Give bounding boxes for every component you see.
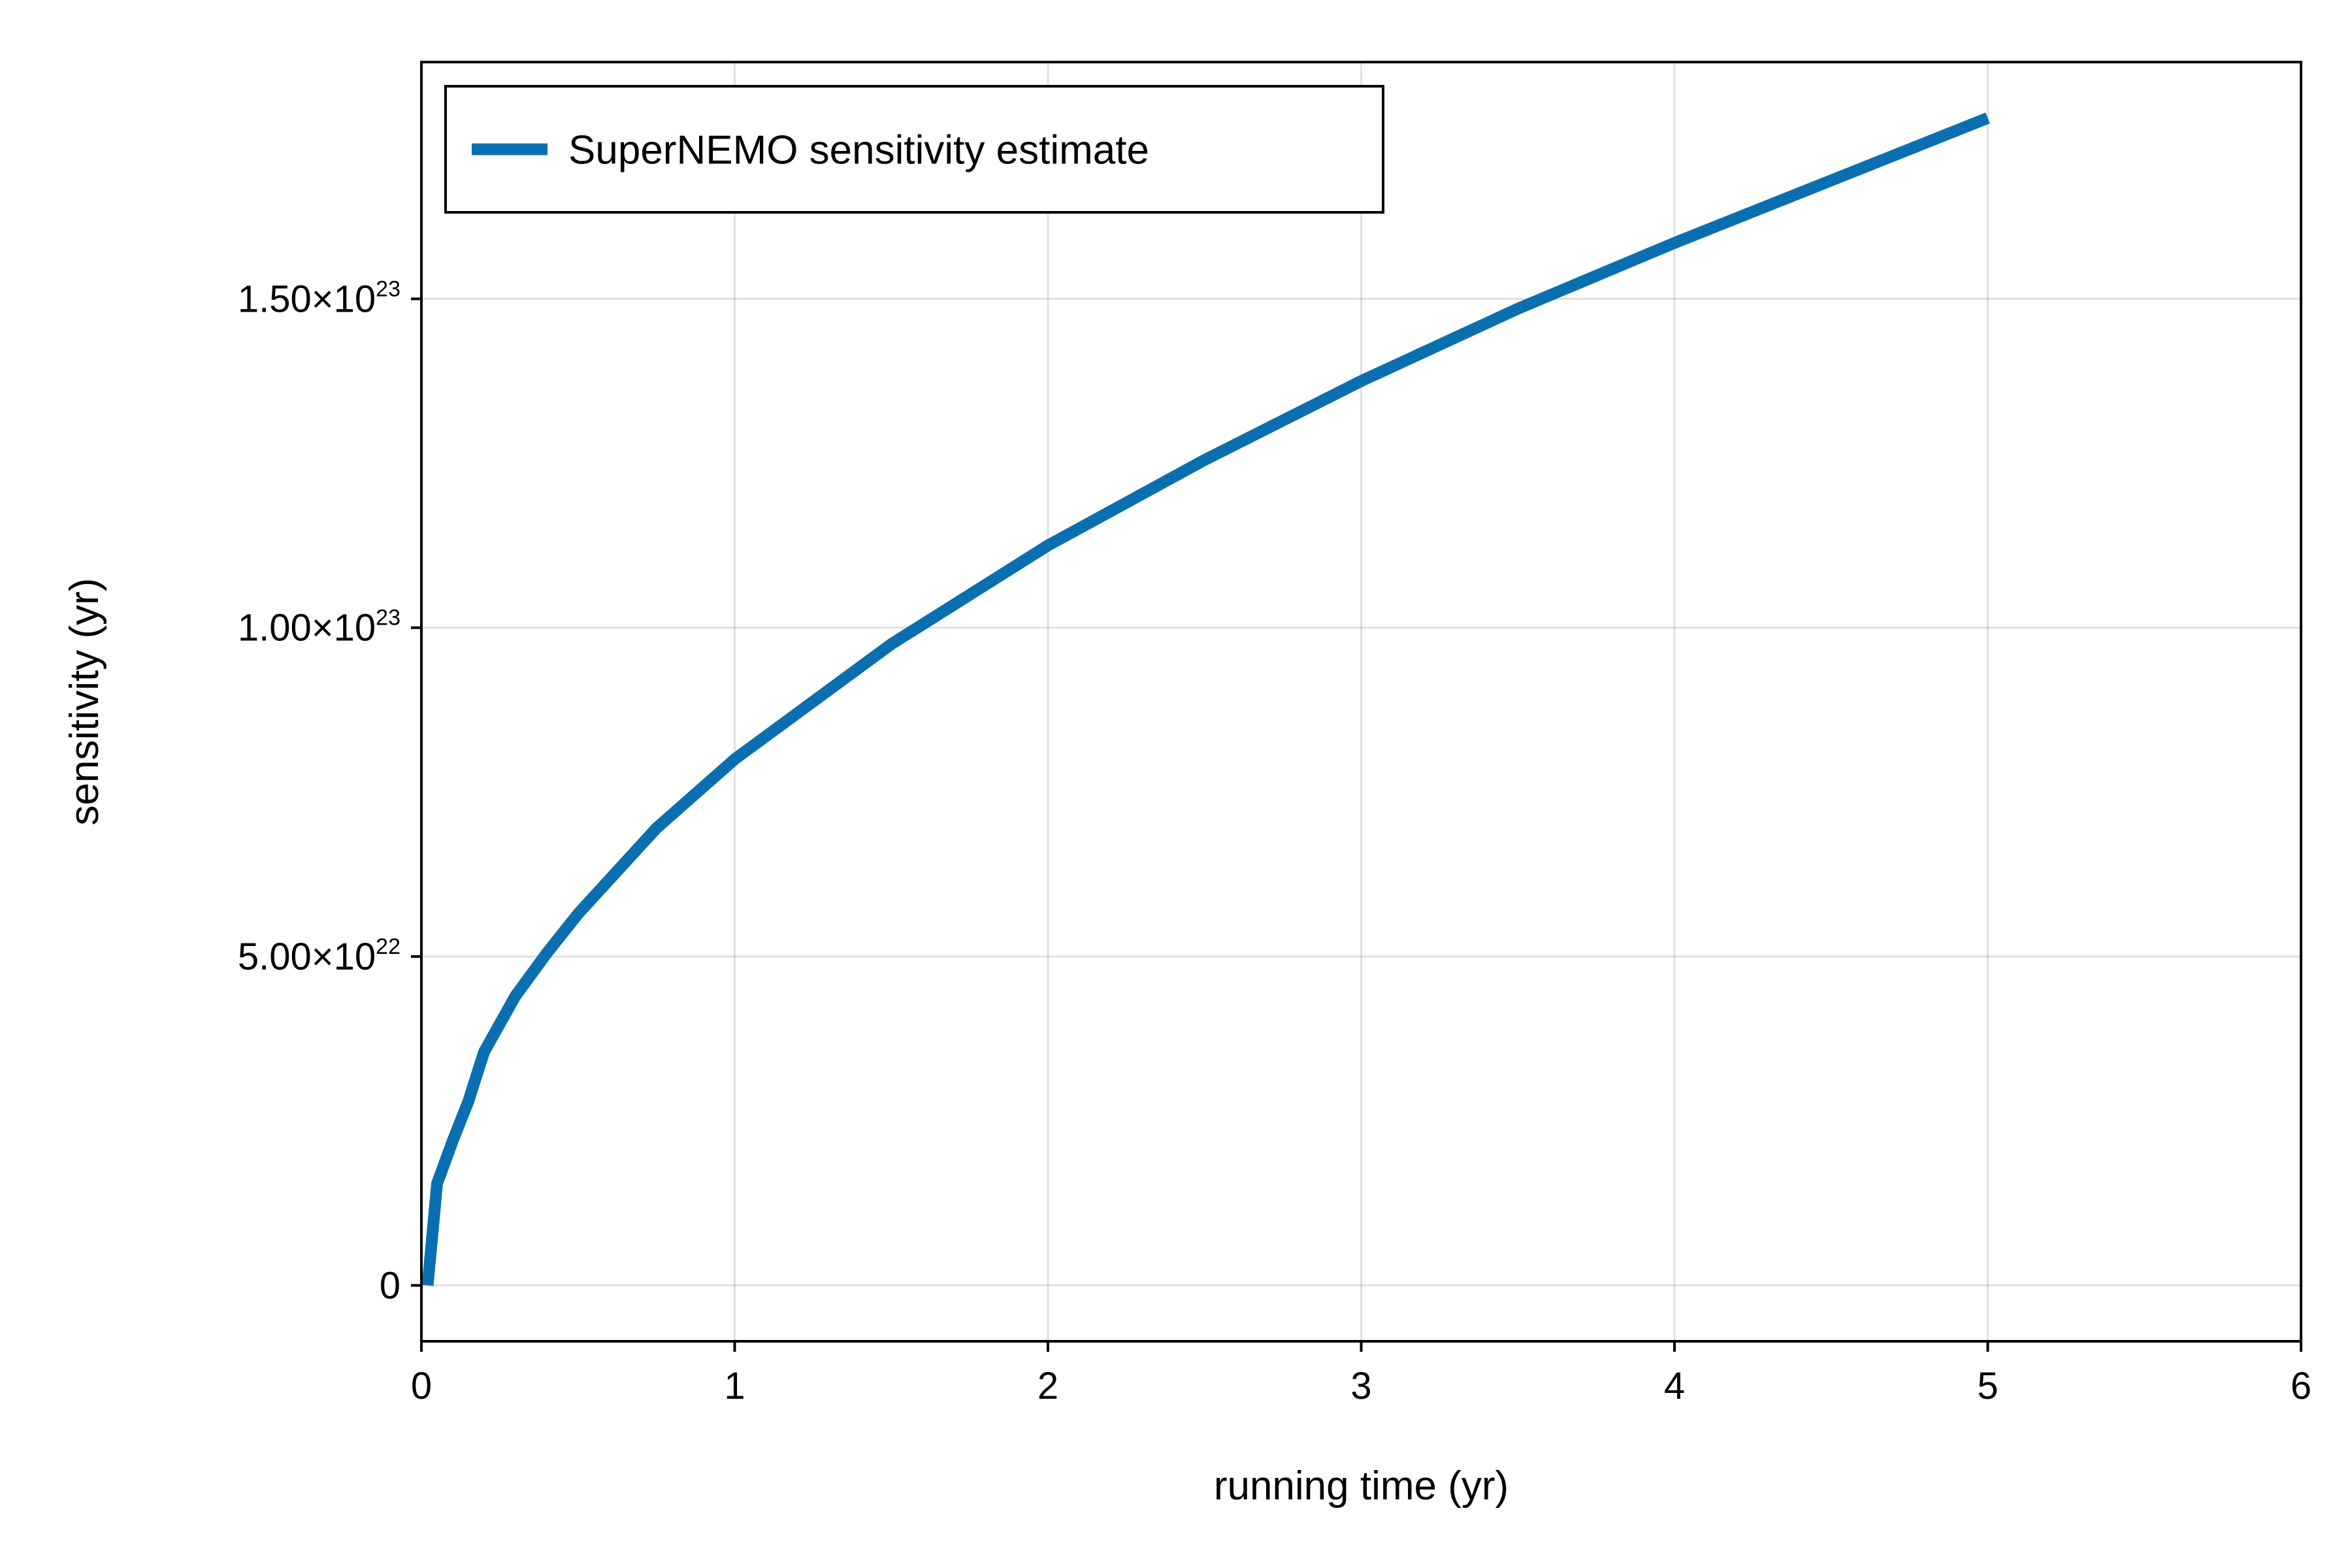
series-layer: [421, 112, 1990, 1286]
x-axis-label: running time (yr): [1214, 1463, 1509, 1509]
legend-label: SuperNEMO sensitivity estimate: [568, 128, 1149, 173]
x-tick-label: 1: [724, 1365, 745, 1407]
y-axis-label: sensitivity (yr): [62, 578, 107, 826]
x-tick-label: 3: [1350, 1365, 1371, 1407]
x-tick-label: 5: [1977, 1365, 1998, 1407]
y-tick-label: 1.50×1023: [238, 276, 400, 320]
y-axis: 0 5.00×1022 1.00×1023 1.50×1023: [238, 276, 421, 1307]
grid-lines: [420, 62, 2302, 1341]
x-tick-label: 0: [411, 1365, 432, 1407]
series-line: [421, 112, 1990, 1286]
x-tick-label: 4: [1664, 1365, 1685, 1407]
y-tick-label: 0: [380, 1264, 400, 1307]
x-axis: 0 1 2 3 4 5 6: [411, 1341, 2311, 1407]
x-tick-label: 2: [1037, 1365, 1058, 1407]
y-tick-label: 5.00×1022: [238, 934, 400, 978]
legend-box: [444, 85, 1384, 214]
y-tick-label: 1.00×1023: [238, 606, 400, 649]
legend: SuperNEMO sensitivity estimate: [444, 85, 1384, 214]
x-tick-label: 6: [2291, 1365, 2311, 1407]
